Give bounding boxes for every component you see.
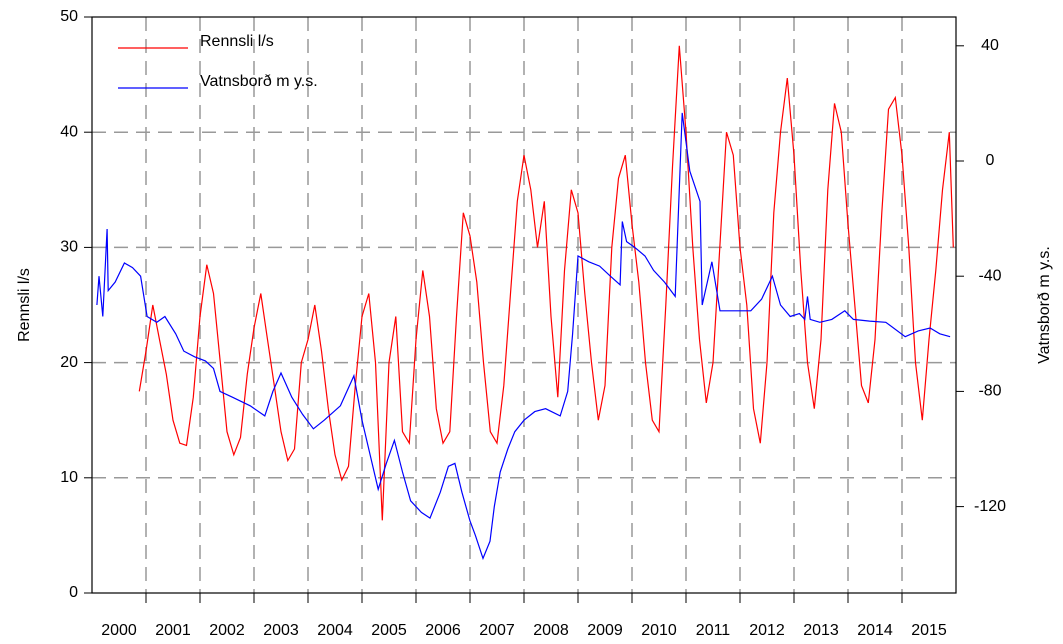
x-tick-label: 2015 xyxy=(911,622,947,639)
y2-axis-title: Vatnsborð m y.s. xyxy=(1036,246,1053,364)
y-tick-label: 30 xyxy=(60,239,78,256)
x-tick-label: 2002 xyxy=(209,622,245,639)
y2-tick-label: 0 xyxy=(986,152,995,169)
data-line xyxy=(96,112,951,561)
y2-tick-label: -80 xyxy=(978,383,1001,400)
x-tick-label: 2004 xyxy=(317,622,353,639)
x-tick-label: 2010 xyxy=(641,622,677,639)
legend-label: Vatnsborð m y.s. xyxy=(200,73,318,90)
y-tick-label: 20 xyxy=(60,354,78,371)
x-tick-label: 2008 xyxy=(533,622,569,639)
x-tick-label: 2006 xyxy=(425,622,461,639)
plot-frame xyxy=(91,16,957,594)
y2-tick-label: -40 xyxy=(978,267,1001,284)
y-tick-label: 10 xyxy=(60,469,78,486)
x-tick-label: 2009 xyxy=(587,622,623,639)
y-tick-label: 50 xyxy=(60,8,78,25)
x-tick-label: 2014 xyxy=(857,622,893,639)
legend-label: Rennsli l/s xyxy=(200,33,274,50)
x-tick-label: 2007 xyxy=(479,622,515,639)
x-tick-label: 2000 xyxy=(101,622,137,639)
x-tick-label: 2013 xyxy=(803,622,839,639)
x-tick-label: 2012 xyxy=(749,622,785,639)
y-axis-title: Rennsli l/s xyxy=(16,268,33,342)
y-tick-label: 40 xyxy=(60,123,78,140)
x-tick-label: 2001 xyxy=(155,622,191,639)
y2-tick-label: -120 xyxy=(974,498,1006,515)
y-tick-label: 0 xyxy=(69,584,78,601)
data-line xyxy=(138,45,954,521)
x-tick-label: 2005 xyxy=(371,622,407,639)
x-tick-label: 2003 xyxy=(263,622,299,639)
x-tick-label: 2011 xyxy=(696,622,731,639)
y2-tick-label: 40 xyxy=(981,37,999,54)
